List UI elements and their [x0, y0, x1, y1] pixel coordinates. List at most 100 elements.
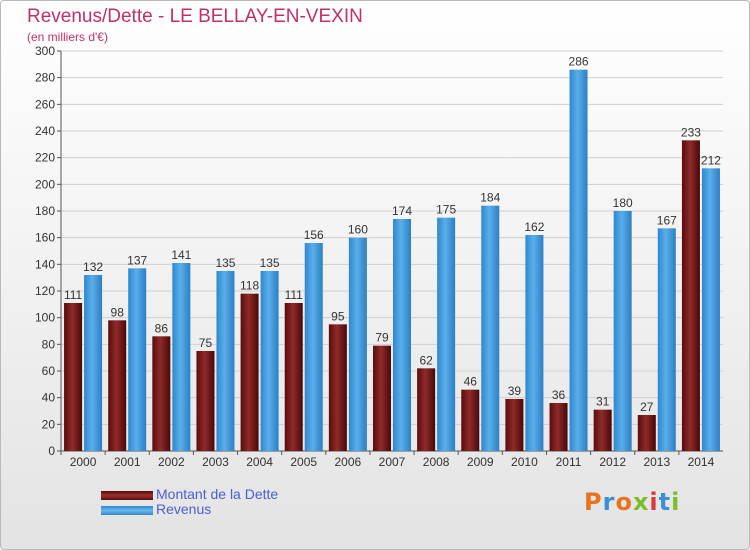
x-tick-label: 2012 [599, 455, 626, 469]
logo-letter: i [649, 488, 659, 516]
bar-debt [328, 324, 347, 451]
bar-debt [593, 409, 612, 451]
data-label-revenue: 184 [480, 191, 500, 205]
data-label-debt: 79 [375, 331, 389, 345]
y-tick-label: 280 [35, 71, 55, 85]
x-tick-label: 2013 [643, 455, 670, 469]
data-label-revenue: 212 [701, 153, 721, 167]
data-label-revenue: 137 [127, 253, 147, 267]
proxiti-logo: Proxiti [584, 488, 680, 516]
bars [64, 69, 720, 452]
y-tick-label: 0 [48, 444, 55, 458]
data-label-debt: 95 [331, 309, 345, 323]
data-label-debt: 111 [64, 288, 83, 302]
data-label-revenue: 286 [569, 55, 589, 69]
data-label-debt: 86 [155, 321, 169, 335]
y-tick-label: 160 [35, 231, 55, 245]
chart-subtitle: (en milliers d'€) [27, 30, 108, 44]
data-label-revenue: 156 [304, 228, 324, 242]
logo-letter: x [632, 488, 650, 516]
data-label-debt: 98 [111, 305, 125, 319]
bar-revenue [172, 263, 191, 451]
y-tick-label: 300 [35, 44, 55, 58]
logo-letter: i [671, 488, 681, 516]
logo-letter: P [584, 488, 603, 516]
bar-debt [373, 345, 391, 451]
y-tick-label: 240 [35, 124, 55, 138]
bar-revenue [613, 211, 632, 451]
y-tick-label: 20 [42, 417, 56, 431]
data-label-debt: 39 [508, 384, 522, 398]
legend-label-revenue: Revenus [156, 501, 212, 517]
bar-debt [240, 293, 259, 451]
data-label-debt: 36 [552, 388, 566, 402]
y-tick-label: 100 [35, 311, 55, 325]
data-label-debt: 233 [681, 125, 701, 139]
bar-revenue [260, 271, 279, 451]
chart-title: Revenus/Dette - LE BELLAY-EN-VEXIN [27, 6, 363, 27]
data-label-revenue: 162 [524, 220, 544, 234]
bar-revenue [348, 237, 367, 451]
y-tick-label: 260 [35, 97, 55, 111]
bar-debt [196, 351, 215, 451]
legend-swatch-revenue [101, 506, 153, 515]
x-tick-label: 2005 [290, 455, 317, 469]
bar-debt [505, 399, 524, 451]
x-tick-label: 2009 [467, 455, 494, 469]
x-tick-label: 2007 [379, 455, 406, 469]
bar-revenue [481, 205, 500, 451]
y-tick-label: 140 [35, 257, 55, 271]
y-tick-label: 80 [42, 337, 56, 351]
data-label-revenue: 141 [171, 248, 191, 262]
data-label-debt: 62 [419, 353, 433, 367]
data-label-revenue: 175 [436, 203, 456, 217]
legend-swatch-debt [101, 491, 153, 500]
bar-debt [152, 336, 171, 451]
bar-revenue [437, 217, 456, 451]
data-label-revenue: 174 [392, 204, 412, 218]
x-tick-label: 2004 [246, 455, 273, 469]
data-label-revenue: 167 [657, 213, 677, 227]
data-label-debt: 118 [240, 279, 259, 293]
x-tick-label: 2006 [335, 455, 362, 469]
y-tick-label: 60 [42, 364, 56, 378]
bar-debt [64, 303, 83, 451]
bar-debt [461, 389, 480, 451]
x-tick-label: 2011 [556, 455, 582, 469]
data-label-revenue: 180 [613, 196, 633, 210]
data-label-debt: 75 [199, 336, 213, 350]
x-tick-label: 2001 [114, 455, 141, 469]
bar-debt [549, 403, 568, 451]
bar-revenue [569, 69, 588, 452]
data-label-revenue: 135 [260, 256, 280, 270]
bar-debt [284, 303, 303, 451]
x-tick-label: 2003 [202, 455, 229, 469]
x-tick-label: 2010 [511, 455, 538, 469]
bar-revenue [304, 243, 323, 451]
grid-lines [61, 50, 723, 425]
y-tick-label: 180 [35, 204, 55, 218]
bar-revenue [701, 168, 720, 452]
bar-revenue [128, 268, 147, 451]
y-tick-label: 200 [35, 177, 55, 191]
data-label-debt: 31 [596, 395, 610, 409]
bar-debt [108, 320, 127, 451]
data-label-revenue: 135 [215, 256, 235, 270]
bar-debt [417, 368, 436, 451]
logo-letter: r [602, 488, 616, 516]
bar-revenue [657, 228, 676, 451]
x-tick-label: 2008 [423, 455, 450, 469]
x-tick-label: 2014 [688, 455, 715, 469]
bar-revenue [216, 271, 235, 451]
y-tick-label: 40 [42, 391, 56, 405]
x-tick-label: 2002 [158, 455, 185, 469]
logo-letter: t [658, 488, 672, 516]
y-tick-label: 120 [35, 284, 55, 298]
bar-debt [637, 415, 656, 451]
bar-revenue [393, 219, 411, 451]
data-label-debt: 27 [640, 400, 654, 414]
bar-debt [681, 140, 700, 452]
data-label-debt: 111 [285, 288, 304, 302]
